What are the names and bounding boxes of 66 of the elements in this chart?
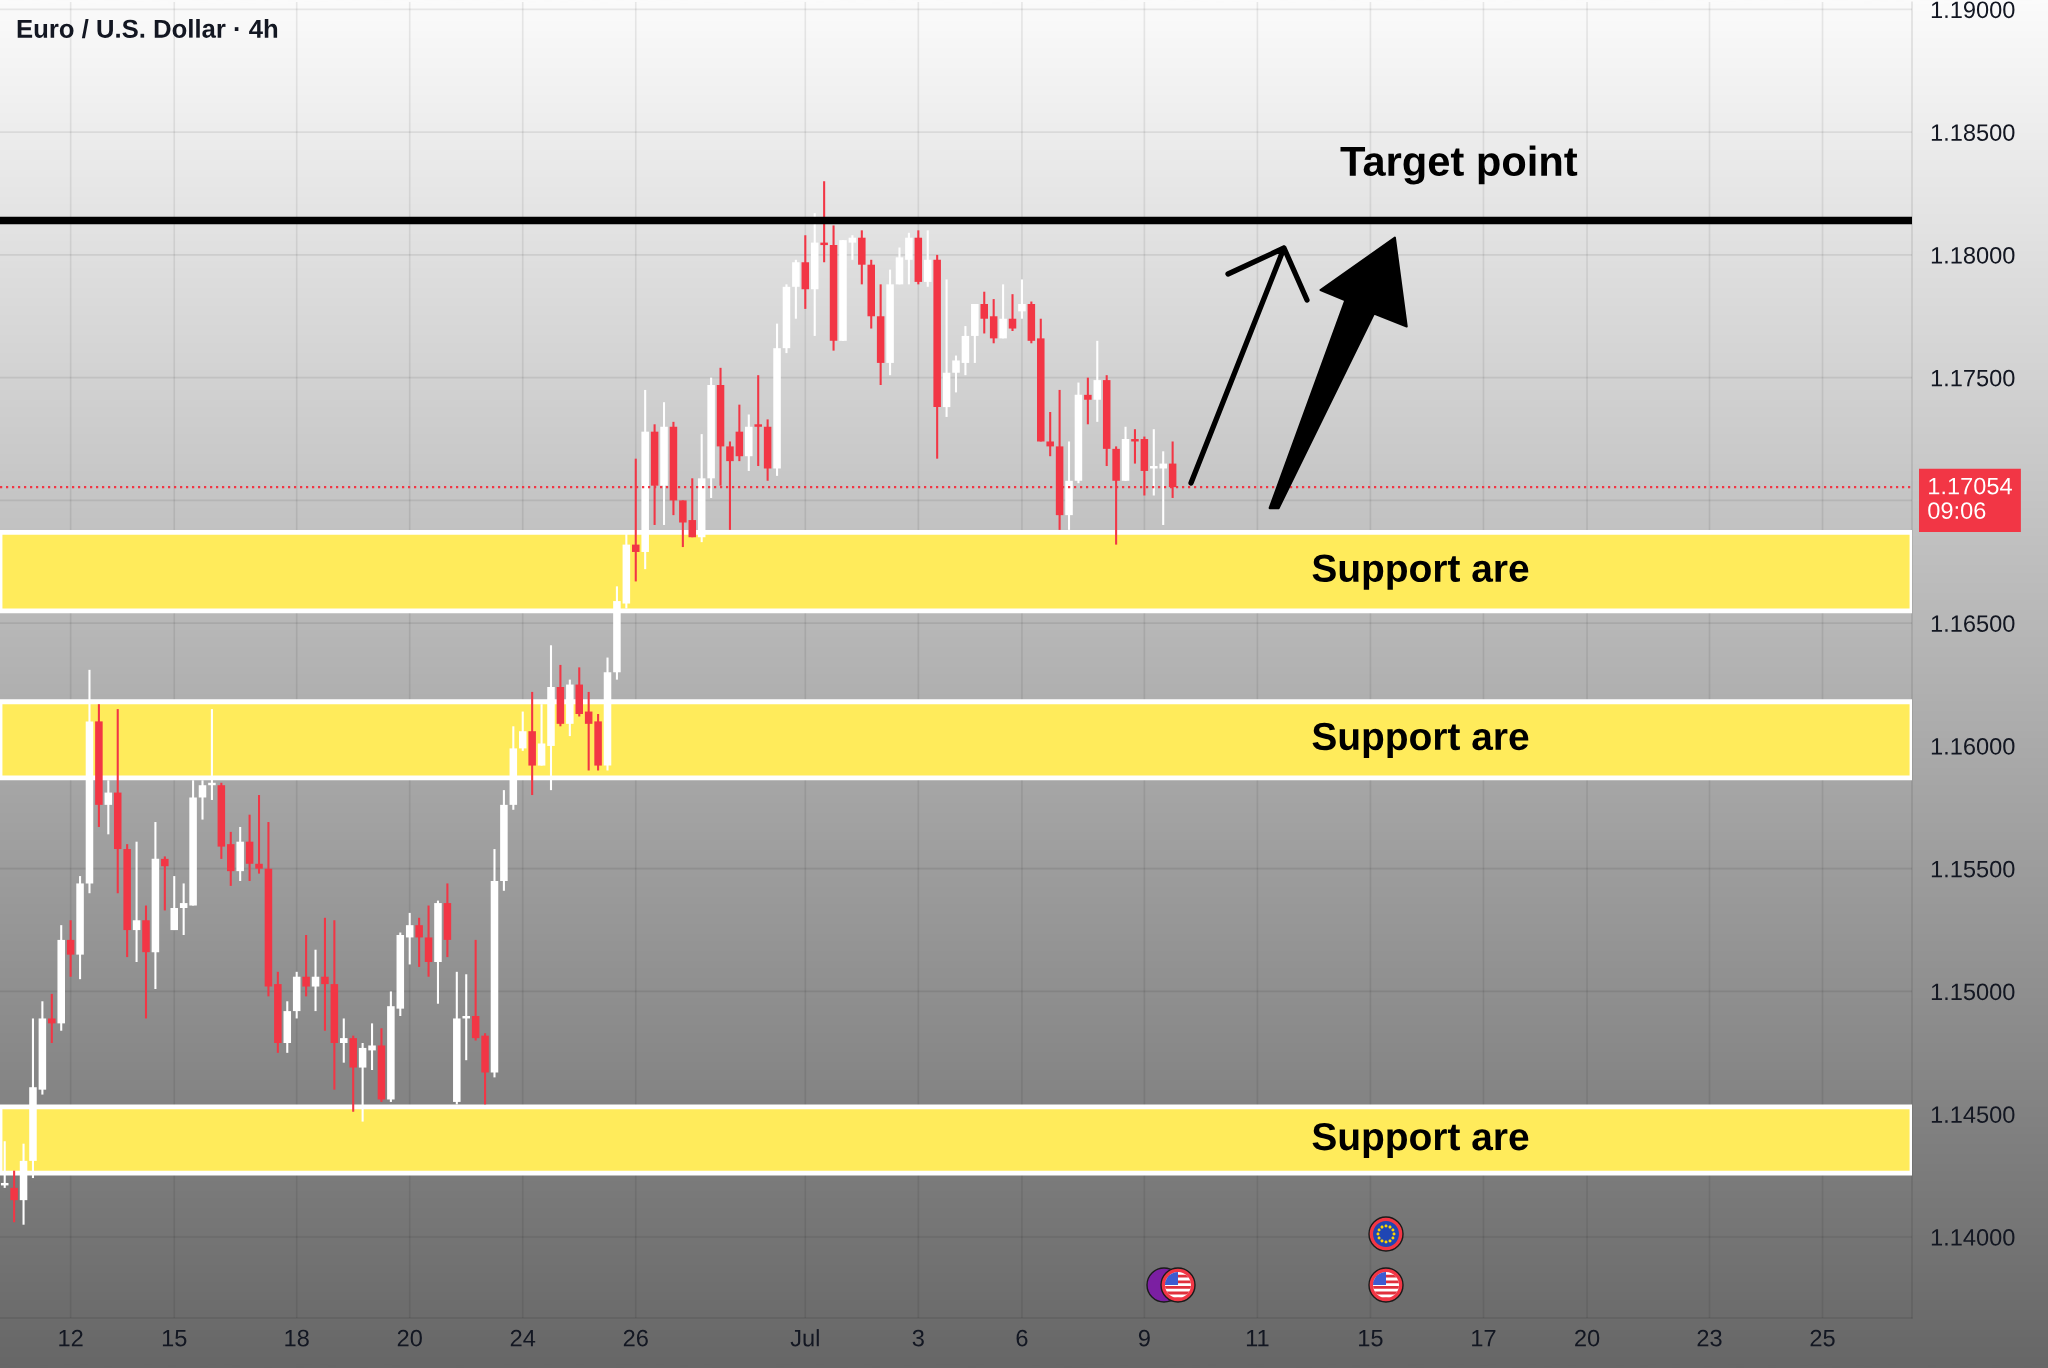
x-tick-label: 11	[1246, 1329, 1269, 1347]
x-tick-label: 15	[162, 1329, 187, 1347]
y-tick-label: 1.16000	[1931, 738, 2015, 755]
band-label: Support are	[1312, 1122, 1529, 1159]
band-label: Support are	[1312, 722, 1529, 758]
candlestick	[321, 916, 329, 1032]
x-tick-label: 15	[1359, 1329, 1383, 1347]
candlestick	[980, 290, 989, 335]
x-tick-label: 24	[510, 1329, 536, 1347]
text: Euro / U.S. Dollar · 4h	[17, 19, 278, 39]
candlestick	[537, 703, 546, 767]
candlestick	[1008, 293, 1017, 333]
candlestick	[952, 354, 960, 394]
band-label: Support are	[1312, 554, 1529, 590]
x-tick-label: 17	[1472, 1329, 1496, 1347]
candlestick	[48, 992, 56, 1045]
y-tick-label: 1.19000	[1931, 1, 2015, 19]
candlestick	[1093, 339, 1102, 423]
x-tick-label: 12	[59, 1329, 83, 1347]
candlestick	[302, 933, 310, 998]
ref-line-label: Target point	[1340, 145, 1578, 185]
y-tick-label: 1.16500	[1931, 615, 2015, 632]
x-tick-label: 9	[1138, 1329, 1150, 1347]
candlestick	[66, 919, 75, 978]
y-tick-label: 1.15500	[1931, 860, 2015, 878]
candlestick	[923, 229, 932, 288]
candlestick	[848, 234, 857, 261]
y-tick-label: 1.15000	[1931, 983, 2015, 1001]
ref-line-label: 1.17054 09:06	[1928, 477, 2012, 519]
candlestick	[905, 231, 913, 286]
candlestick	[405, 911, 414, 966]
x-tick-label: 23	[1697, 1329, 1722, 1347]
x-tick-label: Jul	[790, 1329, 819, 1347]
y-tick-label: 1.18500	[1931, 124, 2015, 141]
candlestick	[1046, 410, 1054, 458]
candlestick	[679, 499, 687, 549]
y-tick-label: 1.14000	[1931, 1229, 2015, 1246]
candlestick	[170, 875, 179, 932]
y-tick-label: 1.14500	[1931, 1106, 2015, 1123]
x-tick-label: 6	[1016, 1329, 1028, 1347]
candlestick	[584, 690, 593, 772]
candlestick	[311, 948, 320, 1013]
candlestick	[1018, 278, 1026, 320]
x-tick-label: 20	[397, 1329, 422, 1347]
x-tick-label: 18	[285, 1329, 309, 1347]
candlestick	[1084, 376, 1092, 426]
candlestick	[10, 1169, 18, 1224]
y-tick-label: 1.18000	[1931, 246, 2015, 264]
candlestick	[471, 938, 480, 1042]
x-tick-label: 26	[623, 1329, 648, 1347]
candlestick	[518, 710, 527, 752]
candlestick	[132, 840, 141, 964]
x-tick-label: 3	[912, 1329, 924, 1347]
candlestick	[179, 882, 188, 937]
candlestick	[245, 813, 254, 883]
x-tick-label: 20	[1575, 1329, 1600, 1347]
candlestick	[999, 283, 1007, 340]
y-tick-label: 1.17500	[1931, 369, 2015, 387]
x-tick-label: 25	[1810, 1329, 1835, 1347]
candlestick	[161, 855, 169, 912]
candlestick	[415, 916, 423, 968]
candlestick	[754, 374, 762, 468]
candlestick	[368, 1022, 376, 1072]
candlestick	[340, 1017, 348, 1064]
candlestick	[989, 298, 998, 345]
candlestick	[255, 794, 263, 875]
